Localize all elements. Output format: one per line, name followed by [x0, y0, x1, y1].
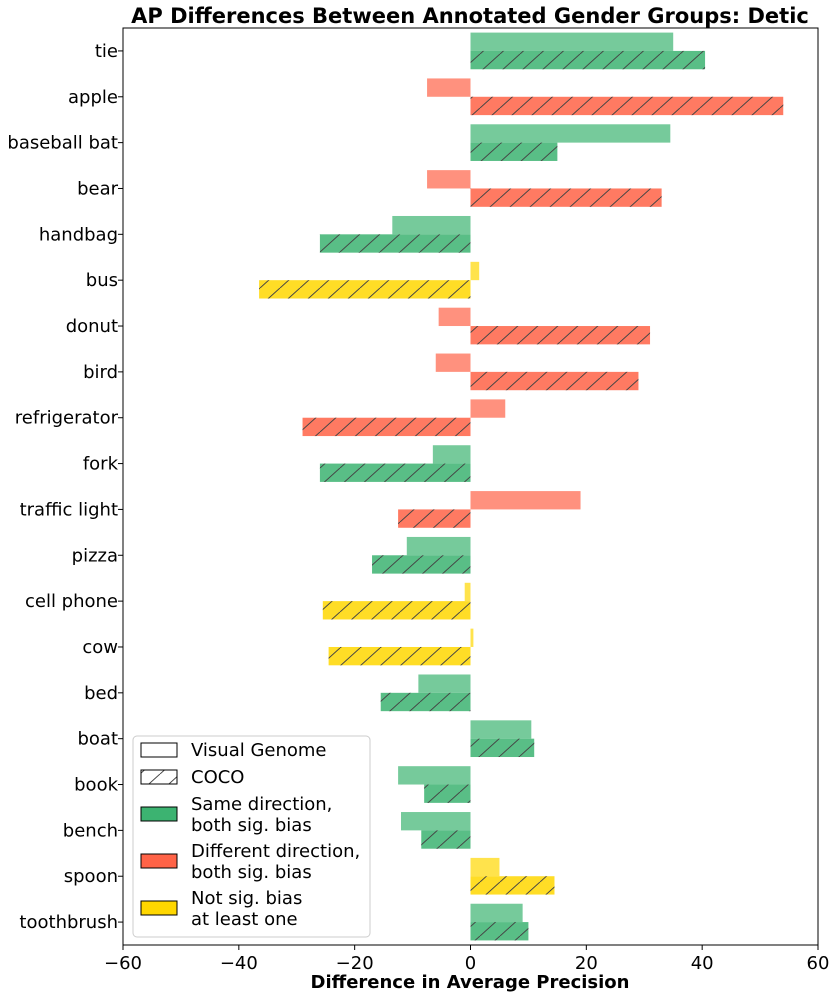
- bar-coco-hatch-bed: [380, 692, 471, 712]
- y-tick-label-tie: tie: [95, 41, 118, 62]
- bar-coco-hatch-bench: [421, 830, 471, 849]
- bar-vg-cow: [470, 628, 474, 647]
- y-tick-label-spoon: spoon: [64, 866, 118, 887]
- y-tick-label-boat: boat: [77, 729, 118, 750]
- bar-vg-apple: [427, 78, 471, 97]
- legend-box: [132, 735, 371, 938]
- bar-vg-fork: [432, 445, 471, 464]
- bar-coco-hatch-boat: [470, 738, 535, 758]
- y-tick-label-bed: bed: [84, 683, 118, 704]
- x-ticks: −60 −40 −20 0 20 40 60: [104, 945, 829, 974]
- bar-coco-hatch-donut: [470, 326, 651, 345]
- legend-swatch-0: [140, 742, 178, 758]
- bar-vg-donut: [438, 307, 471, 327]
- y-tick-label-baseball-bat: baseball bat: [7, 133, 118, 154]
- x-tick-label: 40: [691, 953, 714, 974]
- legend-label-2: Same direction,: [191, 794, 332, 815]
- bar-vg-toothbrush: [470, 903, 523, 923]
- bar-coco-hatch-fork: [319, 463, 471, 482]
- legend-label-1: COCO: [191, 767, 244, 788]
- y-tick-label-pizza: pizza: [72, 545, 118, 566]
- x-axis-label: Difference in Average Precision: [311, 972, 630, 993]
- y-tick-label-traffic-light: traffic light: [20, 499, 118, 520]
- bar-coco-hatch-apple: [470, 96, 784, 116]
- bar-vg-bear: [427, 170, 471, 189]
- y-tick-label-apple: apple: [68, 87, 118, 108]
- x-tick-label: 60: [807, 953, 830, 974]
- x-tick-label: 20: [575, 953, 598, 974]
- y-tick-label-cow: cow: [82, 637, 118, 658]
- legend-swatch-2: [140, 806, 178, 822]
- bar-vg-spoon: [470, 857, 500, 877]
- legend-label-2: both sig. bias: [191, 815, 312, 836]
- chart-title: AP Differences Between Annotated Gender …: [131, 4, 809, 28]
- bar-vg-bird: [435, 353, 471, 372]
- bar-coco-hatch-pizza: [372, 555, 471, 574]
- legend-label-0: Visual Genome: [191, 740, 327, 761]
- plot-frame: [122, 27, 819, 946]
- bar-vg-pizza: [406, 536, 471, 556]
- legend-swatch-3: [140, 853, 178, 869]
- bar-vg-cell-phone: [464, 582, 471, 602]
- bar-coco-hatch-bear: [470, 188, 662, 207]
- bar-coco-hatch-book: [424, 784, 471, 803]
- legend-swatch-4: [140, 900, 178, 916]
- legend-label-3: Different direction,: [191, 841, 360, 862]
- y-tick-label-bear: bear: [77, 178, 119, 199]
- bar-coco-hatch-toothbrush: [470, 922, 529, 941]
- y-tick-label-bench: bench: [63, 820, 118, 841]
- bar-coco-hatch-tie: [470, 50, 706, 70]
- x-tick-label: 0: [465, 953, 476, 974]
- bar-vg-boat: [470, 720, 532, 739]
- x-tick-label: −60: [104, 953, 142, 974]
- legend-label-3: both sig. bias: [191, 862, 312, 883]
- y-tick-label-refrigerator: refrigerator: [15, 408, 119, 429]
- bar-vg-book: [398, 766, 471, 785]
- y-tick-label-bird: bird: [83, 362, 118, 383]
- y-tick-label-cell-phone: cell phone: [25, 591, 118, 612]
- bar-vg-refrigerator: [470, 399, 506, 418]
- y-tick-label-donut: donut: [66, 316, 118, 337]
- bar-coco-hatch-spoon: [470, 876, 555, 895]
- legend-swatch-1: [140, 769, 178, 785]
- legend-label-4: at least one: [191, 909, 298, 930]
- bar-vg-bus: [470, 261, 480, 281]
- bar-coco-hatch-traffic-light: [398, 509, 471, 528]
- y-tick-label-book: book: [74, 775, 118, 796]
- bars: [259, 32, 784, 941]
- x-tick-label: −20: [336, 953, 374, 974]
- bar-coco-hatch-handbag: [319, 234, 471, 253]
- y-tick-label-handbag: handbag: [39, 224, 118, 245]
- bar-vg-bed: [418, 674, 471, 693]
- bar-vg-bench: [401, 812, 471, 831]
- bar-coco-hatch-baseball-bat: [470, 142, 558, 161]
- bar-vg-tie: [470, 32, 674, 51]
- bar-coco-hatch-bird: [470, 371, 639, 391]
- y-ticks: tie apple baseball bat bear handbag bus donut b…: [7, 41, 123, 933]
- bar-vg-traffic-light: [470, 491, 581, 510]
- bar-coco-hatch-bus: [259, 280, 471, 299]
- bar-vg-handbag: [392, 215, 471, 235]
- y-tick-label-bus: bus: [86, 270, 118, 291]
- y-tick-label-fork: fork: [83, 454, 119, 475]
- bar-coco-hatch-refrigerator: [302, 417, 471, 437]
- bar-coco-hatch-cell-phone: [322, 601, 471, 620]
- x-tick-label: −40: [220, 953, 258, 974]
- legend-label-4: Not sig. bias: [191, 888, 302, 909]
- bar-coco-hatch-cow: [328, 646, 471, 666]
- y-tick-label-toothbrush: toothbrush: [19, 912, 118, 933]
- bar-vg-baseball-bat: [470, 124, 671, 143]
